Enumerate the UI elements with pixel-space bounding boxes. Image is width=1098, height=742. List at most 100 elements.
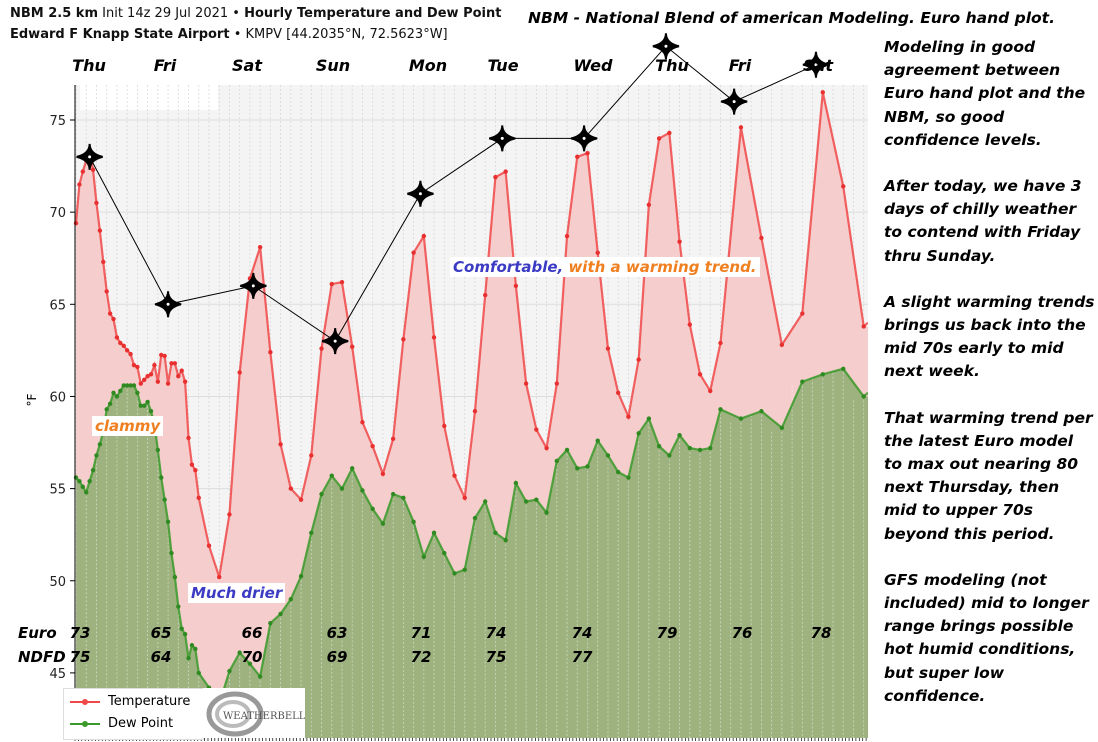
dew-point-point <box>193 646 198 652</box>
temperature-point <box>111 316 116 322</box>
temperature-point <box>309 453 314 458</box>
temperature-point <box>159 352 164 358</box>
ndfd-row-label: NDFD <box>18 648 66 666</box>
temperature-point <box>380 471 386 477</box>
dew-point-point <box>493 530 498 536</box>
temperature-point <box>534 427 539 432</box>
dew-point-point <box>697 447 703 453</box>
dew-point-point <box>800 379 805 384</box>
dew-point-point <box>227 668 232 674</box>
svg-text:WEATHERBELL: WEATHERBELL <box>223 711 305 722</box>
commentary-paragraph: That warming trend per the latest Euro m… <box>884 408 1093 543</box>
euro-star-center <box>732 100 736 104</box>
dew-point-line-swatch <box>70 720 100 727</box>
temperature-point <box>626 414 631 419</box>
dew-point-point <box>544 510 549 515</box>
dew-point-point <box>452 571 457 576</box>
ndfd-value: 72 <box>410 648 432 666</box>
dew-point-point <box>268 620 273 626</box>
temperature-point <box>155 379 161 384</box>
temperature-point <box>350 344 355 349</box>
temperature-point <box>411 250 416 255</box>
dew-point-point <box>626 475 631 480</box>
euro-star-center <box>814 63 818 67</box>
day-label: Wed <box>573 56 613 75</box>
temperature-point <box>841 184 846 189</box>
temperature-point <box>442 423 447 429</box>
temperature-point <box>370 444 375 449</box>
dew-point-point <box>84 490 89 495</box>
dew-point-point <box>585 464 590 469</box>
dew-point-point <box>155 447 161 453</box>
temperature-point <box>564 233 570 239</box>
init-time: Init 14z 29 Jul 2021 <box>102 6 229 21</box>
dew-point-point <box>472 515 478 521</box>
euro-value: 79 <box>656 624 678 642</box>
dew-point-point <box>288 596 294 602</box>
dew-point-point <box>401 495 406 501</box>
temperature-point <box>268 350 273 355</box>
euro-star-center <box>166 302 170 306</box>
dew-point-point <box>503 538 508 543</box>
euro-star-center <box>664 44 668 48</box>
day-label: Sat <box>232 56 262 75</box>
dew-point-point <box>131 383 137 388</box>
weatherbell-logo: WEATHERBELL <box>203 688 306 738</box>
temperature-point <box>206 543 212 548</box>
y-tick-label: 65 <box>49 298 66 313</box>
y-tick-label: 75 <box>49 114 66 129</box>
dew-point-point <box>145 399 150 405</box>
euro-value: 74 <box>571 624 593 642</box>
dew-point-point <box>534 497 539 502</box>
dew-point-point <box>94 453 99 458</box>
annotation-much-drier: Much drier <box>188 583 286 603</box>
dew-point-point <box>77 479 82 484</box>
temperature-point <box>165 381 171 386</box>
temperature-point <box>189 462 195 467</box>
dew-point-point <box>350 466 355 471</box>
temperature-point <box>779 342 785 348</box>
ndfd-value: 75 <box>69 648 91 666</box>
dew-point-point <box>169 550 174 556</box>
dew-point-point <box>124 383 130 388</box>
temperature-point <box>483 292 488 298</box>
dew-point-point <box>165 519 171 524</box>
temperature-point <box>452 473 457 478</box>
dew-point-point <box>186 655 191 661</box>
legend-label: Dew Point <box>108 716 174 731</box>
dew-point-point <box>861 394 866 399</box>
temperature-point <box>196 495 201 501</box>
temperature-point <box>104 289 109 294</box>
temperature-point <box>169 361 174 366</box>
dew-point-point <box>121 383 126 388</box>
temperature-point <box>503 169 508 174</box>
temperature-point <box>575 154 580 160</box>
dew-point-point <box>182 631 188 637</box>
dew-point-point <box>339 486 345 491</box>
swirl-icon: WEATHERBELL <box>206 691 306 737</box>
temperature-point <box>390 436 396 442</box>
day-label: Sat <box>803 56 833 75</box>
dew-point-point <box>114 394 120 399</box>
temperature-point <box>148 372 154 377</box>
dew-point-point <box>483 499 488 504</box>
euro-value: 73 <box>69 624 91 642</box>
dew-point-point <box>176 604 181 609</box>
dew-point-point <box>329 473 334 478</box>
dew-point-point <box>595 438 600 443</box>
dew-point-point <box>298 573 304 579</box>
y-tick-label: 70 <box>49 206 66 221</box>
temperature-point <box>759 235 764 241</box>
euro-value: 65 <box>150 624 172 642</box>
temperature-point <box>278 442 283 447</box>
headline: NBM - National Blend of american Modelin… <box>528 9 1055 27</box>
commentary-paragraph: After today, we have 3 days of chilly we… <box>884 177 1082 265</box>
euro-value: 66 <box>241 624 263 642</box>
dew-point-point <box>687 445 692 451</box>
dew-point-point <box>189 643 195 648</box>
dew-point-point <box>148 408 154 414</box>
temperature-point <box>298 497 304 502</box>
day-label: Thu <box>72 56 106 75</box>
temperature-point <box>677 239 682 244</box>
dew-point-point <box>554 458 560 464</box>
